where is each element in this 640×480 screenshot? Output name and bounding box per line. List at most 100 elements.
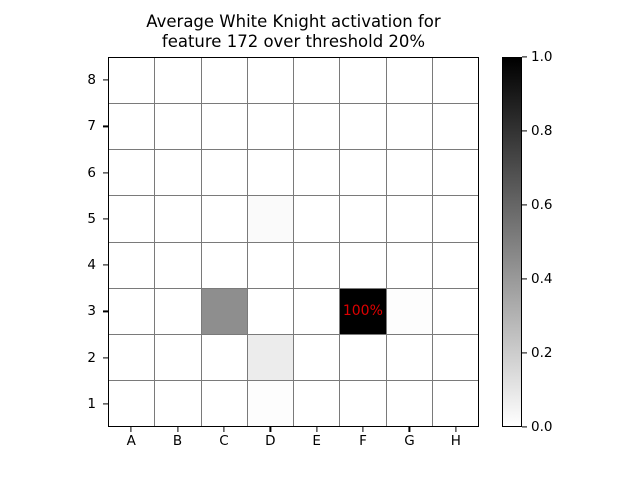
colorbar-tick-label-0.0: 0.0 xyxy=(531,419,553,435)
heatmap-cell-A8 xyxy=(109,58,155,104)
y-tick-label-8: 8 xyxy=(87,72,96,89)
colorbar-tick-label-0.2: 0.2 xyxy=(531,345,553,361)
heatmap-cell-C4 xyxy=(201,242,247,288)
heatmap-cell-D2 xyxy=(247,334,293,380)
heatmap-cell-C1 xyxy=(201,380,247,426)
heatmap-cell-H6 xyxy=(432,150,478,196)
heatmap-cell-E8 xyxy=(294,58,340,104)
heatmap-cell-G3 xyxy=(386,288,432,334)
heatmap-cell-F2 xyxy=(340,334,386,380)
y-tick-3 xyxy=(103,310,108,312)
colorbar-tick-0.2 xyxy=(522,352,527,354)
heatmap-cell-F3-annotation: 100% xyxy=(340,288,386,334)
heatmap-cell-G1 xyxy=(386,380,432,426)
heatmap-cell-H3 xyxy=(432,288,478,334)
heatmap-cell-D3 xyxy=(247,288,293,334)
heatmap-cell-B4 xyxy=(155,242,201,288)
y-tick-label-6: 6 xyxy=(87,164,96,181)
heatmap-cell-G2 xyxy=(386,334,432,380)
heatmap-cell-G7 xyxy=(386,104,432,150)
heatmap-cell-G5 xyxy=(386,196,432,242)
heatmap-cell-C2 xyxy=(201,334,247,380)
heatmap-cell-C7 xyxy=(201,104,247,150)
colorbar-tick-0.6 xyxy=(522,204,527,206)
x-tick-C xyxy=(223,427,225,432)
heatmap-cell-B2 xyxy=(155,334,201,380)
y-tick-label-3: 3 xyxy=(87,303,96,320)
y-tick-label-4: 4 xyxy=(87,257,96,274)
y-tick-1 xyxy=(103,403,108,405)
y-tick-4 xyxy=(103,264,108,266)
y-tick-6 xyxy=(103,172,108,174)
heatmap-cell-F8 xyxy=(340,58,386,104)
heatmap-cell-A1 xyxy=(109,380,155,426)
heatmap-grid: 100% xyxy=(108,57,479,427)
chart-title: Average White Knight activation for feat… xyxy=(108,12,479,52)
y-tick-7 xyxy=(103,125,108,127)
heatmap-cell-F7 xyxy=(340,104,386,150)
chart-title-line2: feature 172 over threshold 20% xyxy=(161,32,426,51)
y-tick-label-7: 7 xyxy=(87,118,96,135)
x-tick-label-F: F xyxy=(359,433,367,449)
heatmap-cell-C3 xyxy=(201,288,247,334)
heatmap-cell-E1 xyxy=(294,380,340,426)
chart-title-line1: Average White Knight activation for xyxy=(146,12,441,31)
x-tick-label-B: B xyxy=(172,433,183,449)
x-tick-B xyxy=(176,427,179,432)
heatmap-cell-A4 xyxy=(109,242,155,288)
heatmap-cell-D8 xyxy=(247,58,293,104)
heatmap-cell-D5 xyxy=(247,196,293,242)
y-tick-label-2: 2 xyxy=(87,349,96,366)
y-tick-8 xyxy=(103,79,108,81)
heatmap-cell-B7 xyxy=(155,104,201,150)
heatmap-cell-H8 xyxy=(432,58,478,104)
heatmap-cell-D7 xyxy=(247,104,293,150)
x-tick-label-G: G xyxy=(404,433,415,449)
heatmap-cell-D1 xyxy=(247,380,293,426)
heatmap-cell-A2 xyxy=(109,334,155,380)
colorbar-tick-0.4 xyxy=(522,278,527,280)
x-tick-label-H: H xyxy=(450,433,461,449)
x-tick-label-A: A xyxy=(126,433,136,449)
heatmap-cell-G4 xyxy=(386,242,432,288)
y-tick-label-1: 1 xyxy=(87,395,96,412)
heatmap-cell-B5 xyxy=(155,196,201,242)
heatmap-cell-H1 xyxy=(432,380,478,426)
heatmap-cell-F4 xyxy=(340,242,386,288)
heatmap-cell-E2 xyxy=(294,334,340,380)
heatmap-cell-B3 xyxy=(155,288,201,334)
heatmap-cell-F5 xyxy=(340,196,386,242)
x-tick-H xyxy=(455,427,457,432)
x-tick-A xyxy=(130,427,132,432)
colorbar-tick-1.0 xyxy=(522,56,527,58)
colorbar-tick-0.0 xyxy=(522,426,527,428)
heatmap-cell-E3 xyxy=(294,288,340,334)
heatmap-cell-C6 xyxy=(201,150,247,196)
heatmap-cell-H5 xyxy=(432,196,478,242)
x-tick-F xyxy=(362,427,364,432)
heatmap-cell-E7 xyxy=(294,104,340,150)
heatmap-cell-D4 xyxy=(247,242,293,288)
heatmap-cell-A6 xyxy=(109,150,155,196)
x-tick-label-C: C xyxy=(219,433,229,449)
x-tick-label-D: D xyxy=(265,433,276,449)
heatmap-cell-B6 xyxy=(155,150,201,196)
heatmap-cell-B8 xyxy=(155,58,201,104)
heatmap-cell-E6 xyxy=(294,150,340,196)
heatmap-cell-E4 xyxy=(294,242,340,288)
heatmap-cell-H7 xyxy=(432,104,478,150)
x-tick-G xyxy=(408,427,411,432)
heatmap-cell-H2 xyxy=(432,334,478,380)
heatmap-cell-B1 xyxy=(155,380,201,426)
heatmap-cell-F6 xyxy=(340,150,386,196)
x-tick-E xyxy=(316,427,318,432)
x-tick-label-E: E xyxy=(312,433,321,449)
heatmap-cell-A7 xyxy=(109,104,155,150)
heatmap-cell-G6 xyxy=(386,150,432,196)
heatmap-cell-A3 xyxy=(109,288,155,334)
heatmap-cell-C5 xyxy=(201,196,247,242)
heatmap-cell-A5 xyxy=(109,196,155,242)
heatmap-cell-G8 xyxy=(386,58,432,104)
heatmap-cell-E5 xyxy=(294,196,340,242)
